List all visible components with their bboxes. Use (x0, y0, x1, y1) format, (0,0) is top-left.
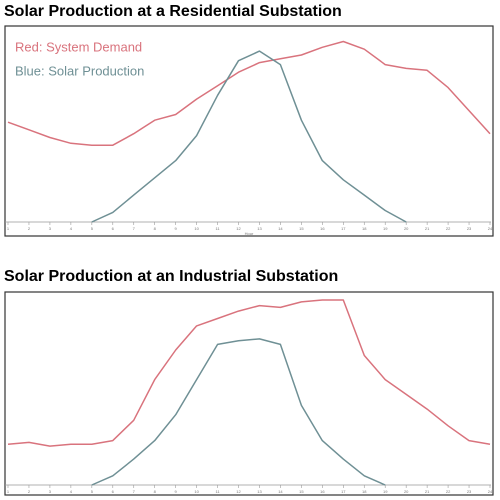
x-tick-label: 20 (404, 226, 409, 231)
x-tick-label: 13 (257, 489, 262, 494)
series-line (91, 50, 407, 223)
x-tick-label: 21 (425, 226, 430, 231)
x-tick-label: 7 (133, 489, 136, 494)
x-tick-label: 4 (70, 226, 73, 231)
x-tick-label: 13 (257, 226, 262, 231)
chart-title: Solar Production at a Residential Substa… (4, 3, 342, 20)
x-tick-label: 10 (194, 489, 199, 494)
x-tick-label: 21 (425, 489, 430, 494)
x-tick-label: 5 (91, 226, 94, 231)
x-tick-label: 5 (91, 489, 94, 494)
x-tick-label: 19 (383, 226, 388, 231)
x-tick-label: 18 (362, 226, 367, 231)
x-tick-label: 17 (341, 489, 346, 494)
x-tick-label: 2 (28, 489, 31, 494)
x-tick-label: 9 (175, 489, 178, 494)
series-line (7, 299, 491, 447)
x-tick-label: 22 (446, 226, 451, 231)
x-tick-label: 12 (236, 226, 241, 231)
chart-frame (4, 25, 494, 237)
legend-entry: Red: System Demand (15, 39, 142, 54)
x-tick-label: 15 (299, 226, 304, 231)
x-tick-label: 18 (362, 489, 367, 494)
x-tick-label: 12 (236, 489, 241, 494)
x-tick-label: 17 (341, 226, 346, 231)
x-tick-label: 14 (278, 226, 283, 231)
series-line (91, 338, 386, 486)
x-tick-label: 11 (215, 226, 220, 231)
x-tick-label: 8 (154, 489, 157, 494)
x-tick-label: 16 (320, 226, 325, 231)
chart-frame (4, 291, 494, 496)
legend-entry: Blue: Solar Production (15, 63, 144, 78)
x-tick-label: 1 (7, 489, 10, 494)
x-tick-label: 6 (112, 226, 115, 231)
x-tick-label: 22 (446, 489, 451, 494)
x-tick-label: 1 (7, 226, 10, 231)
x-tick-label: 15 (299, 489, 304, 494)
x-tick-label: 2 (28, 226, 31, 231)
x-tick-label: 11 (215, 489, 220, 494)
x-tick-label: 10 (194, 226, 199, 231)
x-tick-label: 14 (278, 489, 283, 494)
x-tick-label: 16 (320, 489, 325, 494)
x-tick-label: 6 (112, 489, 115, 494)
chart-title: Solar Production at an Industrial Substa… (4, 268, 338, 285)
x-tick-label: 24 (488, 489, 493, 494)
x-tick-label: 24 (488, 226, 493, 231)
x-tick-label: 3 (49, 489, 52, 494)
x-tick-label: 19 (383, 489, 388, 494)
x-tick-label: 4 (70, 489, 73, 494)
x-tick-label: 3 (49, 226, 52, 231)
x-axis-label: Hour (245, 231, 254, 236)
x-tick-label: 20 (404, 489, 409, 494)
x-tick-label: 23 (467, 226, 472, 231)
x-tick-label: 23 (467, 489, 472, 494)
x-tick-label: 9 (175, 226, 178, 231)
x-tick-label: 7 (133, 226, 136, 231)
series-line (7, 40, 491, 146)
x-tick-label: 8 (154, 226, 157, 231)
